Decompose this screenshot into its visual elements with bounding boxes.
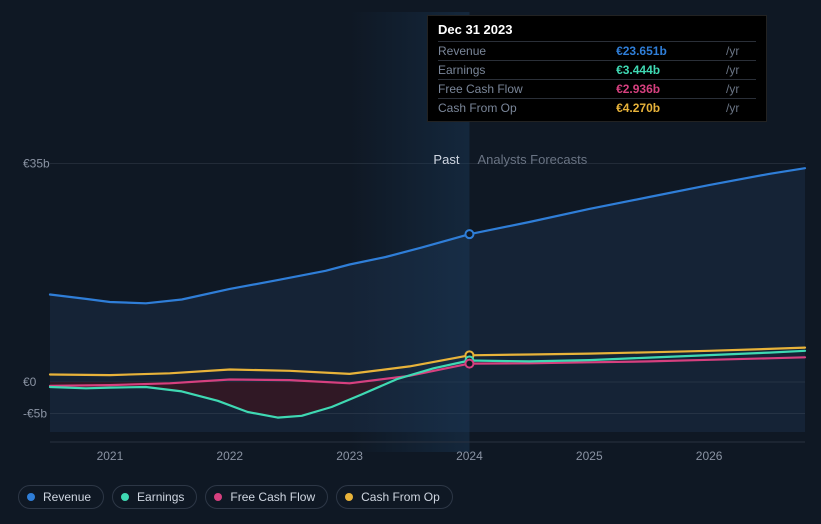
tooltip-row: Cash From Op€4.270b/yr bbox=[438, 99, 756, 118]
svg-text:2023: 2023 bbox=[336, 449, 363, 463]
tooltip-value: €4.270b bbox=[608, 99, 726, 118]
tooltip-value: €2.936b bbox=[608, 80, 726, 99]
legend-dot-icon bbox=[121, 493, 129, 501]
tooltip-unit: /yr bbox=[726, 61, 756, 80]
svg-text:2022: 2022 bbox=[216, 449, 243, 463]
section-label-past: Past bbox=[409, 152, 459, 167]
legend-dot-icon bbox=[214, 493, 222, 501]
legend-label: Free Cash Flow bbox=[230, 490, 315, 504]
tooltip-value: €23.651b bbox=[608, 42, 726, 61]
tooltip-label: Revenue bbox=[438, 42, 608, 61]
tooltip-row: Free Cash Flow€2.936b/yr bbox=[438, 80, 756, 99]
svg-text:2026: 2026 bbox=[696, 449, 723, 463]
legend-label: Revenue bbox=[43, 490, 91, 504]
tooltip-row: Revenue€23.651b/yr bbox=[438, 42, 756, 61]
tooltip-unit: /yr bbox=[726, 99, 756, 118]
svg-text:2024: 2024 bbox=[456, 449, 483, 463]
svg-text:2025: 2025 bbox=[576, 449, 603, 463]
legend-dot-icon bbox=[27, 493, 35, 501]
legend-item-earnings[interactable]: Earnings bbox=[112, 485, 197, 509]
tooltip-row: Earnings€3.444b/yr bbox=[438, 61, 756, 80]
tooltip-title: Dec 31 2023 bbox=[438, 22, 756, 37]
legend-label: Cash From Op bbox=[361, 490, 440, 504]
section-label-future: Analysts Forecasts bbox=[477, 152, 587, 167]
tooltip-label: Cash From Op bbox=[438, 99, 608, 118]
tooltip-label: Earnings bbox=[438, 61, 608, 80]
legend-dot-icon bbox=[345, 493, 353, 501]
legend: Revenue Earnings Free Cash Flow Cash From O… bbox=[18, 485, 453, 509]
tooltip-label: Free Cash Flow bbox=[438, 80, 608, 99]
svg-text:-€5b: -€5b bbox=[23, 406, 47, 420]
tooltip-table: Revenue€23.651b/yr Earnings€3.444b/yr Fr… bbox=[438, 41, 756, 117]
legend-label: Earnings bbox=[137, 490, 184, 504]
hover-tooltip: Dec 31 2023 Revenue€23.651b/yr Earnings€… bbox=[427, 15, 767, 122]
tooltip-value: €3.444b bbox=[608, 61, 726, 80]
legend-item-revenue[interactable]: Revenue bbox=[18, 485, 104, 509]
svg-text:€0: €0 bbox=[23, 375, 37, 389]
svg-text:€35b: €35b bbox=[23, 156, 50, 170]
chart-container: -€5b€0€35b202120222023202420252026 Past … bbox=[0, 0, 821, 524]
tooltip-unit: /yr bbox=[726, 42, 756, 61]
svg-text:2021: 2021 bbox=[97, 449, 124, 463]
legend-item-free-cash-flow[interactable]: Free Cash Flow bbox=[205, 485, 328, 509]
legend-item-cash-from-op[interactable]: Cash From Op bbox=[336, 485, 453, 509]
tooltip-unit: /yr bbox=[726, 80, 756, 99]
